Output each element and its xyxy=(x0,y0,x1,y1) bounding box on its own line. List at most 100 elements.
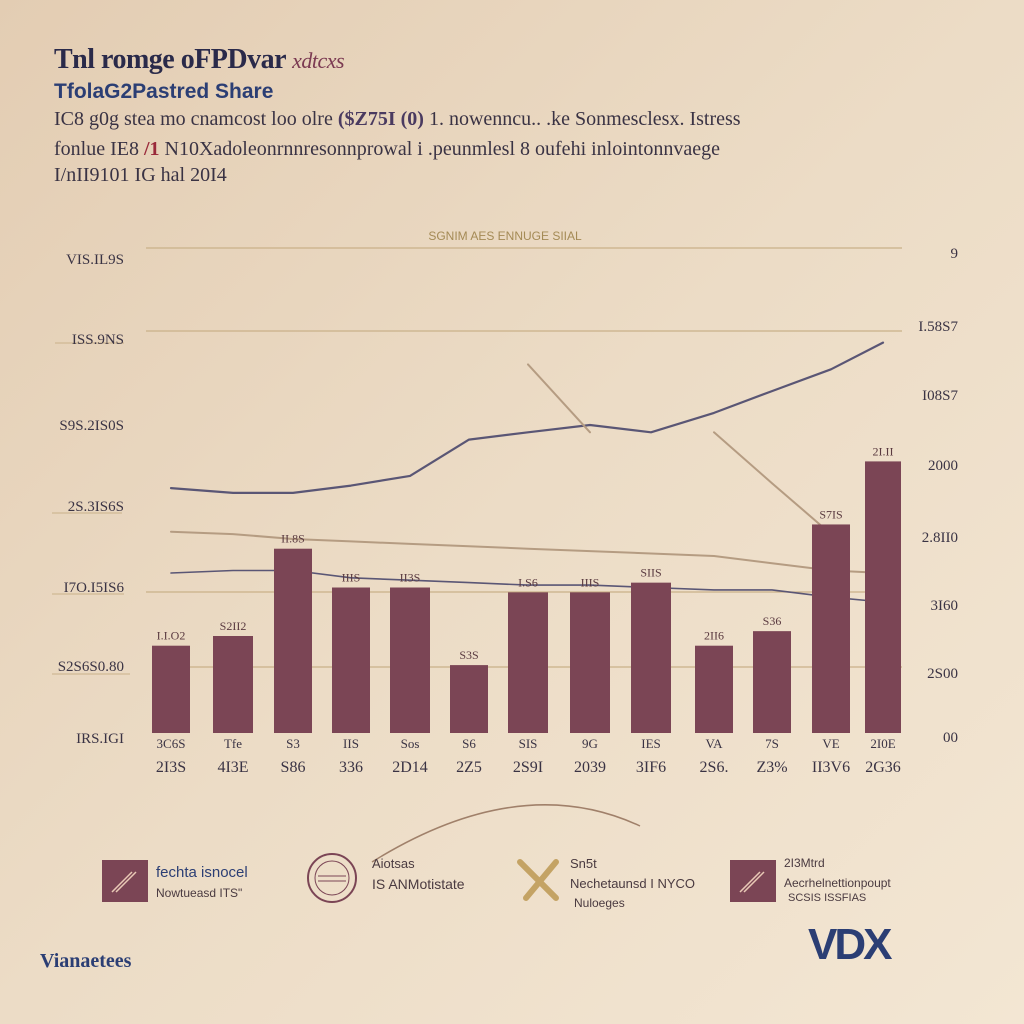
bar xyxy=(332,587,370,733)
x-secondary-label: 2S6. xyxy=(700,759,729,776)
legend-item-3-sublabel: Nechetaunsd I NYCO xyxy=(570,876,696,891)
bar-value-label: S2II2 xyxy=(220,619,247,633)
legend-item-1-sublabel: Nowtueasd ITS" xyxy=(156,886,243,900)
x-secondary-label: II3V6 xyxy=(812,759,850,776)
y-right-tick-label: 9 xyxy=(951,246,959,262)
legend-item-3-label: Sn5t xyxy=(570,856,597,871)
bar-value-label: I.I.O2 xyxy=(157,629,186,643)
chart-subtitle-share: TfolaG2Pastred Share xyxy=(54,80,274,103)
y-right-tick-label: 00 xyxy=(943,730,958,746)
bar xyxy=(865,461,901,733)
x-category-label: VE xyxy=(822,736,839,751)
y-right-tick-label: I.58S7 xyxy=(918,319,958,335)
bar xyxy=(390,587,430,733)
legend-item-2-label: Aiotsas xyxy=(372,856,415,871)
subtitle-line1-c: 1. nowenncu.. .ke Sonmesclesx. Istress xyxy=(428,108,741,130)
series-line-4 xyxy=(527,363,591,434)
series-line-3 xyxy=(170,530,884,574)
y-right-tick-label: 2S00 xyxy=(927,666,958,682)
y-left-tick-label: I7O.I5IS6 xyxy=(64,580,125,596)
y-left-tick-label: S9S.2IS0S xyxy=(59,418,124,434)
bar xyxy=(450,665,488,733)
legend-item-3-note: Nuloeges xyxy=(574,896,625,910)
bar xyxy=(213,636,253,733)
x-secondary-label: 4I3E xyxy=(217,759,248,776)
y-left-tick-label: VIS.IL9S xyxy=(66,252,124,268)
subtitle-line1-b: ($Z75I (0) xyxy=(337,108,424,130)
subtitle-line1-a: IC8 g0g stea mo cnamcost loo olre xyxy=(54,108,333,130)
x-secondary-label: 2G36 xyxy=(865,759,901,776)
y-right-tick-label: I08S7 xyxy=(922,388,958,404)
y-right-tick-label: 2000 xyxy=(928,458,958,474)
x-category-label: 3C6S xyxy=(157,736,186,751)
x-category-label: Tfe xyxy=(224,736,242,751)
bar xyxy=(812,524,850,733)
bar-value-label: S36 xyxy=(763,614,782,628)
maroon-square-icon xyxy=(102,860,148,902)
x-secondary-label: 2I3S xyxy=(156,759,186,776)
subtitle-line2-b: /1 xyxy=(143,138,160,160)
bar-value-label: II3S xyxy=(400,571,421,585)
title-block: Tnl romge oFPDvar xdtcxs TfolaG2Pastred … xyxy=(54,44,954,105)
subtitle-line2: fonlue IE8 /1 N10Xadoleonrnnresonnprowal… xyxy=(54,138,720,161)
bar-value-labels: I.I.O2 S2II2 II.8S IIIS II3S S3S I.S6 IIIS SIIS 2… xyxy=(157,444,894,662)
brand-name: Vianaetees xyxy=(40,950,132,972)
x-category-label: 2I0E xyxy=(870,736,895,751)
x-category-label: SIS xyxy=(519,736,538,751)
bar xyxy=(695,645,733,733)
x-axis-secondary-labels: 2I3S 4I3E S86 336 2D14 2Z5 2S9I 2039 3IF6 2S6. Z3%… xyxy=(156,759,901,776)
x-category-label: IIS xyxy=(343,736,359,751)
bar-value-label: S7IS xyxy=(819,507,842,521)
x-category-label: S6 xyxy=(462,736,476,751)
title-line1-text: Tnl romge oFPDvar xyxy=(54,44,286,75)
x-secondary-label: 3IF6 xyxy=(636,759,666,776)
maroon-square-icon xyxy=(730,860,776,902)
y-axis-left: VIS.IL9S ISS.9NS S9S.2IS0S 2S.3IS6S I7O.I5IS… xyxy=(58,252,125,747)
x-category-label: IES xyxy=(641,736,661,751)
x-mark-icon xyxy=(517,859,559,901)
x-category-label: Sos xyxy=(401,736,420,751)
gridlines xyxy=(52,247,902,675)
y-left-tick-label: ISS.9NS xyxy=(72,332,124,348)
y-left-tick-label: 2S.3IS6S xyxy=(68,499,124,515)
bar-value-label: IIIS xyxy=(342,571,361,585)
x-category-label: 9G xyxy=(582,736,598,751)
subtitle-line2-c: N10Xadoleonrnnresonnprowal i .peunmlesl … xyxy=(164,138,720,160)
subtitle-line2-a: fonlue IE8 xyxy=(54,138,139,160)
y-left-tick-label: IRS.IGI xyxy=(76,731,124,747)
y-right-tick-label: 2.8II0 xyxy=(922,530,958,546)
x-secondary-label: S86 xyxy=(281,759,306,776)
bar xyxy=(274,548,312,733)
legend-item-4-label: 2I3Mtrd xyxy=(784,856,825,870)
legend-item-4: 2I3Mtrd Aecrhelnettionpoupt SCSIS ISSFIA… xyxy=(730,850,930,910)
x-category-label: S3 xyxy=(286,736,300,751)
bar-value-label: 2I.II xyxy=(873,444,894,458)
bar xyxy=(152,645,190,733)
decorative-arc xyxy=(371,804,641,863)
bar-value-label: 2II6 xyxy=(704,629,724,643)
plot-title: SGNIM AES ENNUGE SIIAL xyxy=(428,229,582,243)
legend-item-1-label: fechta isnocel xyxy=(156,864,248,881)
bar xyxy=(753,631,791,733)
legend-item-3: Sn5t Nechetaunsd I NYCO Nuloeges xyxy=(516,850,726,910)
x-secondary-label: 2Z5 xyxy=(456,759,482,776)
seal-circle-icon xyxy=(307,853,357,903)
legend-item-1: fechta isnocel Nowtueasd ITS" xyxy=(102,850,302,910)
legend-item-4-sublabel: Aecrhelnettionpoupt xyxy=(784,876,891,890)
x-axis-categories: 3C6S Tfe S3 IIS Sos S6 SIS 9G IES VA 7S VE 2I0E xyxy=(157,736,896,751)
subtitle-line3: I/nII9101 IG hal 20I4 xyxy=(54,164,227,186)
x-secondary-label: 2D14 xyxy=(392,759,428,776)
bar xyxy=(631,582,671,733)
bars xyxy=(152,461,901,733)
bar-value-label: I.S6 xyxy=(518,575,538,589)
y-axis-right: 9 I.58S7 I08S7 2000 2.8II0 3I60 2S00 00 xyxy=(918,246,958,746)
series-line-5 xyxy=(713,431,832,536)
y-left-tick-label: S2S6S0.80 xyxy=(58,659,124,675)
x-secondary-label: 2S9I xyxy=(513,759,543,776)
bar xyxy=(508,592,548,733)
y-right-tick-label: 3I60 xyxy=(931,598,959,614)
bar-value-label: S3S xyxy=(459,648,478,662)
legend-item-2-sublabel: IS ANMotistate xyxy=(372,876,465,892)
x-secondary-label: 336 xyxy=(339,759,363,776)
